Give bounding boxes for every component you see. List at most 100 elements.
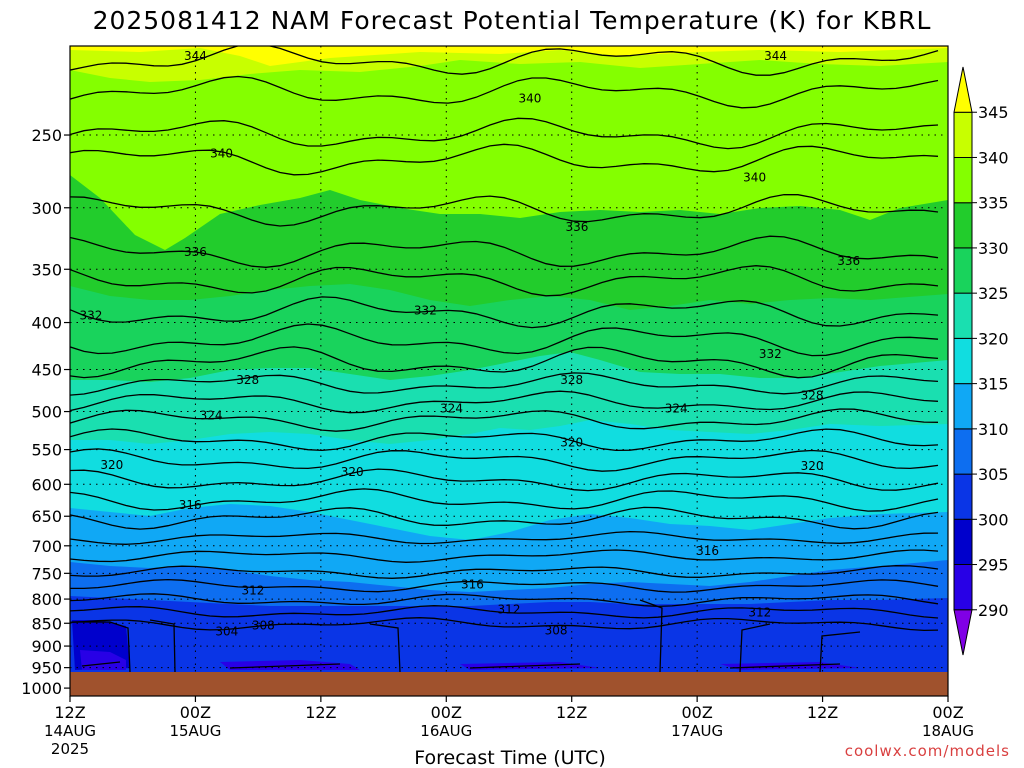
colorbar-swatch (953, 156, 973, 204)
colorbar-swatch (953, 383, 973, 430)
contour-line (70, 549, 939, 563)
contour-label: 344 (184, 49, 207, 63)
colorbar: 290 295 300 305 310 315 320 325 330 335 340 345 (953, 66, 1009, 656)
contour-line (70, 617, 939, 632)
contour-label: 336 (565, 220, 588, 234)
contour-line (70, 565, 939, 579)
y-tick-label: 800 (31, 590, 62, 609)
contour-label: 316 (461, 577, 484, 591)
contour-line (81, 661, 121, 667)
grid-lines (70, 46, 948, 672)
colorbar-label: 335 (978, 194, 1009, 213)
contour-line (739, 623, 771, 672)
contour-line (70, 117, 939, 150)
contour-label: 332 (79, 308, 102, 322)
colorbar-swatch (953, 292, 973, 339)
contour-label: 320 (801, 459, 824, 473)
contour-label: 340 (743, 170, 766, 184)
contour-line (70, 605, 939, 619)
x-tick-date: 15AUG (169, 722, 221, 740)
contour-line (70, 530, 939, 545)
colorbar-label: 325 (978, 284, 1009, 303)
contour-line (149, 619, 176, 672)
colorbar-swatch (953, 473, 973, 520)
contour-label: 320 (100, 458, 123, 472)
y-tick-label: 300 (31, 199, 62, 218)
contour-line (70, 75, 939, 109)
contour-label: 316 (179, 498, 202, 512)
colorbar-label: 310 (978, 420, 1009, 439)
y-tick-label: 950 (31, 659, 62, 678)
x-tick-label: 12Z (807, 703, 838, 722)
contour-label: 324 (440, 401, 463, 415)
contour-label: 340 (518, 91, 541, 105)
band-300-305 (70, 596, 948, 672)
contour-line (70, 323, 939, 357)
colorbar-label: 295 (978, 556, 1009, 575)
y-tick-label: 450 (31, 361, 62, 380)
colorbar-label: 330 (978, 239, 1009, 258)
x-tick-date: 14AUG (44, 722, 96, 740)
contour-line (70, 488, 939, 512)
contour-label: 336 (837, 254, 860, 268)
y-tick-label: 250 (31, 126, 62, 145)
x-tick-label: 12Z (54, 703, 85, 722)
colorbar-swatch (953, 111, 973, 158)
y-tick-label: 1000 (21, 679, 62, 698)
contour-line (70, 593, 939, 608)
plot-area: 344 344 340 340 340 336 336 336 332 332 332 328 328 3… (70, 46, 948, 672)
contour-line (70, 372, 939, 396)
contour-label: 308 (545, 624, 568, 638)
colorbar-label: 345 (978, 103, 1009, 122)
contour-line (639, 599, 663, 672)
contour-label: 336 (184, 245, 207, 259)
colorbar-swatch (953, 247, 973, 294)
x-tick-label: 00Z (932, 703, 963, 722)
contour-label: 340 (210, 147, 233, 161)
contour-label: 324 (200, 409, 223, 423)
contour-line (70, 408, 939, 432)
plot-frame (69, 45, 949, 697)
y-tick-label: 650 (31, 507, 62, 526)
x-tick-date: 18AUG (922, 722, 974, 740)
credit-text: coolwx.com/models (845, 742, 1010, 760)
colorbar-label: 320 (978, 329, 1009, 348)
contour-line (70, 193, 939, 227)
x-tick-label: 00Z (681, 703, 712, 722)
contour-line (70, 390, 939, 414)
y-tick-label: 850 (31, 614, 62, 633)
contour-line (469, 663, 581, 669)
terrain (70, 672, 948, 696)
band-290-295 (80, 650, 860, 670)
colorbar-swatch (953, 202, 973, 249)
contour-label: 328 (236, 373, 259, 387)
contour-line (819, 631, 861, 672)
contour-label: 344 (764, 49, 787, 63)
contour-line (70, 448, 939, 472)
x-axis-label: Forecast Time (UTC) (414, 747, 605, 768)
colorbar-label: 305 (978, 465, 1009, 484)
contour-label: 332 (759, 347, 782, 361)
colorbar-swatch (953, 428, 973, 475)
contour-line (229, 663, 341, 669)
y-tick-label: 550 (31, 441, 62, 460)
contour-label: 312 (498, 602, 521, 616)
contour-lines (70, 46, 939, 672)
colorbar-swatch (953, 337, 973, 385)
colorbar-label: 340 (978, 148, 1009, 167)
chart-title: 2025081412 NAM Forecast Potential Temper… (93, 6, 932, 35)
colorbar-swatch (953, 609, 973, 656)
x-tick-date: 17AUG (671, 722, 723, 740)
y-axis: 250 300 350 400 450 500 550 600 650 700 750 800 850 9… (21, 126, 70, 698)
contour-label: 304 (215, 625, 238, 639)
contour-label: 312 (748, 605, 771, 619)
y-tick-label: 750 (31, 564, 62, 583)
contour-label: 316 (696, 544, 719, 558)
colorbar-swatch (953, 564, 973, 611)
contour-label: 332 (414, 303, 437, 317)
contour-line (70, 46, 939, 76)
contour-line (369, 623, 401, 672)
colorbar-label: 315 (978, 375, 1009, 394)
